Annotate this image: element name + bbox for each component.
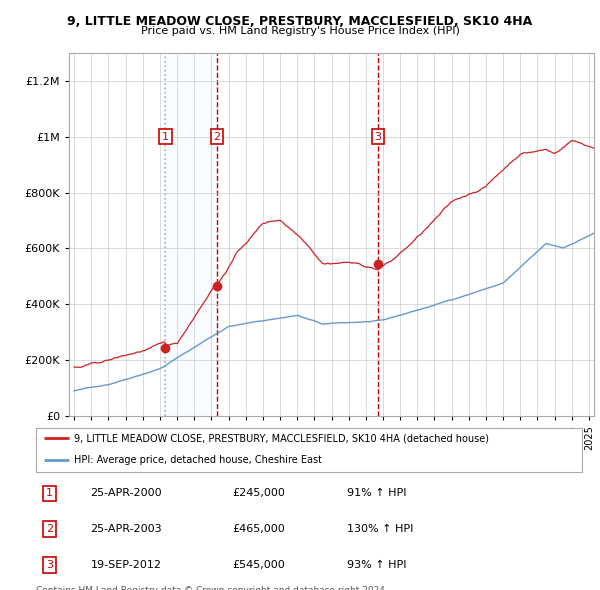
Text: 130% ↑ HPI: 130% ↑ HPI bbox=[347, 525, 413, 534]
Text: 2: 2 bbox=[46, 525, 53, 534]
Text: 25-APR-2000: 25-APR-2000 bbox=[91, 489, 162, 499]
FancyBboxPatch shape bbox=[36, 428, 582, 472]
Text: HPI: Average price, detached house, Cheshire East: HPI: Average price, detached house, Ches… bbox=[74, 455, 322, 466]
Text: 2: 2 bbox=[214, 132, 220, 142]
Text: 9, LITTLE MEADOW CLOSE, PRESTBURY, MACCLESFIELD, SK10 4HA (detached house): 9, LITTLE MEADOW CLOSE, PRESTBURY, MACCL… bbox=[74, 434, 489, 443]
Text: Price paid vs. HM Land Registry's House Price Index (HPI): Price paid vs. HM Land Registry's House … bbox=[140, 27, 460, 36]
Text: 19-SEP-2012: 19-SEP-2012 bbox=[91, 560, 161, 570]
Text: 91% ↑ HPI: 91% ↑ HPI bbox=[347, 489, 407, 499]
Text: 9, LITTLE MEADOW CLOSE, PRESTBURY, MACCLESFIELD, SK10 4HA: 9, LITTLE MEADOW CLOSE, PRESTBURY, MACCL… bbox=[67, 15, 533, 28]
Text: £245,000: £245,000 bbox=[233, 489, 286, 499]
Text: £465,000: £465,000 bbox=[233, 525, 286, 534]
Text: £545,000: £545,000 bbox=[233, 560, 286, 570]
Text: 25-APR-2003: 25-APR-2003 bbox=[91, 525, 162, 534]
Text: Contains HM Land Registry data © Crown copyright and database right 2024.
This d: Contains HM Land Registry data © Crown c… bbox=[36, 586, 388, 590]
Text: 3: 3 bbox=[46, 560, 53, 570]
Text: 1: 1 bbox=[162, 132, 169, 142]
Bar bbox=[166, 53, 217, 416]
Text: 93% ↑ HPI: 93% ↑ HPI bbox=[347, 560, 407, 570]
Text: 1: 1 bbox=[46, 489, 53, 499]
Text: 3: 3 bbox=[374, 132, 382, 142]
